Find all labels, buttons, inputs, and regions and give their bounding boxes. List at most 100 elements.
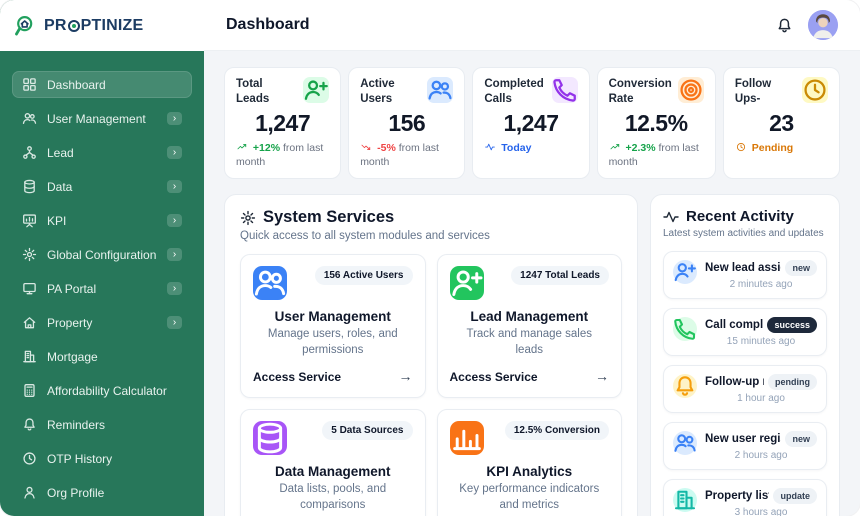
stat-card-completed-calls[interactable]: Completed Calls 1,247 Today: [472, 67, 590, 180]
service-description: Manage users, roles, and permissions: [267, 328, 398, 356]
activity-title-text: Follow-up r...: [705, 376, 764, 389]
database-icon: [22, 179, 37, 194]
brand-logo[interactable]: PR PTINIZE: [0, 0, 204, 51]
calculator-icon: [22, 383, 37, 398]
sidebar-item-mortgage[interactable]: Mortgage: [12, 343, 192, 370]
stat-value: 12.5%: [624, 109, 688, 136]
service-card-user-management[interactable]: 156 Active Users User Management Manage …: [240, 254, 426, 399]
phone-icon: [551, 77, 578, 103]
sidebar-item-user-management[interactable]: User Management: [12, 105, 192, 132]
sidebar-nav: Dashboard User Management Lead Data KPI: [0, 51, 204, 516]
access-service-link[interactable]: Access Service: [449, 370, 538, 385]
stat-change: -5% from last month: [360, 141, 439, 169]
bar-chart-icon: [449, 421, 484, 456]
sidebar-item-label: Data: [47, 179, 73, 194]
activity-item-follow-up[interactable]: Follow-up r... pending 1 hour ago: [663, 365, 827, 414]
sidebar-item-label: Dashboard: [47, 77, 106, 92]
status-badge: update: [773, 488, 817, 505]
sidebar-item-label: OTP History: [47, 451, 113, 466]
service-card-lead-management[interactable]: 1247 Total Leads Lead Management Track a…: [436, 254, 622, 399]
sidebar-item-label: User Management: [47, 111, 146, 126]
arrow-right-icon[interactable]: [399, 368, 413, 386]
sidebar-item-org-profile[interactable]: Org Profile: [12, 479, 192, 506]
status-badge: new: [785, 260, 817, 277]
user-icon: [22, 485, 37, 500]
stat-card-active-users[interactable]: Active Users 156 -5% from last month: [348, 67, 466, 180]
users-icon: [673, 431, 697, 456]
status-badge: new: [785, 431, 817, 448]
sidebar-item-reminders[interactable]: Reminders: [12, 411, 192, 438]
activity-list: New lead assig... new 2 minutes ago Call…: [663, 251, 827, 516]
dashboard-content: Total Leads 1,247 +12% from last month A…: [204, 51, 860, 516]
chevron-right-icon: [167, 248, 182, 261]
recent-activity-panel: Recent Activity Latest system activities…: [650, 194, 840, 516]
sidebar-item-data[interactable]: Data: [12, 173, 192, 200]
sidebar-item-otp-history[interactable]: OTP History: [12, 445, 192, 472]
system-services-subtitle: Quick access to all system modules and s…: [240, 230, 490, 243]
activity-item-call-completed[interactable]: Call comple... success 15 minutes ago: [663, 308, 827, 357]
users-icon: [22, 111, 37, 126]
chevron-right-icon: [167, 146, 182, 159]
bell-icon: [22, 417, 37, 432]
service-card-data-management[interactable]: 5 Data Sources Data Management Data list…: [240, 409, 426, 516]
sidebar-item-affordability-calculator[interactable]: Affordability Calculator: [12, 377, 192, 404]
target-icon: [677, 77, 704, 103]
status-badge: pending: [768, 374, 817, 391]
clock-icon: [802, 77, 829, 103]
notifications-bell-icon[interactable]: [776, 17, 793, 34]
sidebar-item-pa-portal[interactable]: PA Portal: [12, 275, 192, 302]
clock-icon: [22, 451, 37, 466]
users-icon: [253, 266, 287, 301]
service-card-kpi-analytics[interactable]: 12.5% Conversion KPI Analytics Key perfo…: [436, 409, 622, 516]
kpi-board-icon: [22, 213, 37, 228]
service-badge: 12.5% Conversion: [504, 421, 609, 441]
sidebar-item-lead[interactable]: Lead: [12, 139, 192, 166]
brand-o-mark: [67, 19, 80, 32]
trend-up-icon: [236, 142, 248, 152]
stat-label: Follow Ups-: [734, 78, 772, 105]
bell-icon: [673, 374, 697, 399]
stat-card-follow-ups[interactable]: Follow Ups- 23 Pending: [722, 67, 841, 180]
users-icon: [427, 77, 454, 103]
service-title: KPI Analytics: [486, 464, 573, 480]
service-description: Track and manage sales leads: [466, 328, 592, 356]
gear-icon: [22, 247, 37, 262]
stats-row: Total Leads 1,247 +12% from last month A…: [224, 67, 841, 180]
service-badge: 156 Active Users: [314, 266, 413, 286]
recent-activity-subtitle: Latest system activities and updates: [663, 228, 824, 240]
sidebar-item-property[interactable]: Property: [12, 309, 192, 336]
stat-value: 23: [769, 109, 794, 136]
monitor-icon: [22, 281, 37, 296]
chevron-right-icon: [167, 316, 182, 329]
stat-value: 1,247: [503, 109, 559, 136]
access-service-link[interactable]: Access Service: [253, 370, 342, 385]
building-icon: [673, 488, 697, 513]
chevron-right-icon: [167, 112, 182, 125]
sidebar-item-label: Global Configuration: [47, 247, 157, 262]
service-title: Lead Management: [470, 309, 589, 325]
activity-timestamp: 3 hours ago: [734, 507, 788, 516]
user-plus-icon: [673, 260, 697, 285]
service-title: Data Management: [274, 464, 391, 480]
sidebar-item-label: Reminders: [47, 417, 106, 432]
activity-item-new-lead[interactable]: New lead assig... new 2 minutes ago: [663, 251, 827, 300]
sidebar-item-label: Property: [47, 315, 93, 330]
activity-title-text: Call comple...: [705, 319, 764, 332]
sidebar-item-label: Mortgage: [47, 349, 98, 364]
stat-card-conversion-rate[interactable]: Conversion Rate 12.5% +2.3% from last mo…: [596, 67, 716, 180]
building-icon: [22, 349, 37, 364]
user-plus-icon: [303, 77, 330, 103]
stat-change: Today: [484, 141, 577, 155]
activity-item-new-user[interactable]: New user regist... new 2 hours ago: [663, 422, 827, 471]
avatar[interactable]: [808, 10, 838, 40]
sidebar-item-label: Lead: [47, 145, 74, 160]
stat-card-total-leads[interactable]: Total Leads 1,247 +12% from last month: [224, 67, 342, 180]
stat-change: +2.3% from last month: [608, 141, 699, 169]
activity-item-property-listing[interactable]: Property listi... update 3 hours ago: [663, 479, 827, 516]
sidebar-item-dashboard[interactable]: Dashboard: [12, 71, 192, 98]
arrow-right-icon[interactable]: [595, 368, 609, 386]
phone-icon: [673, 317, 697, 342]
stat-label: Total Leads: [236, 78, 270, 105]
sidebar-item-global-configuration[interactable]: Global Configuration: [12, 241, 192, 268]
sidebar-item-kpi[interactable]: KPI: [12, 207, 192, 234]
